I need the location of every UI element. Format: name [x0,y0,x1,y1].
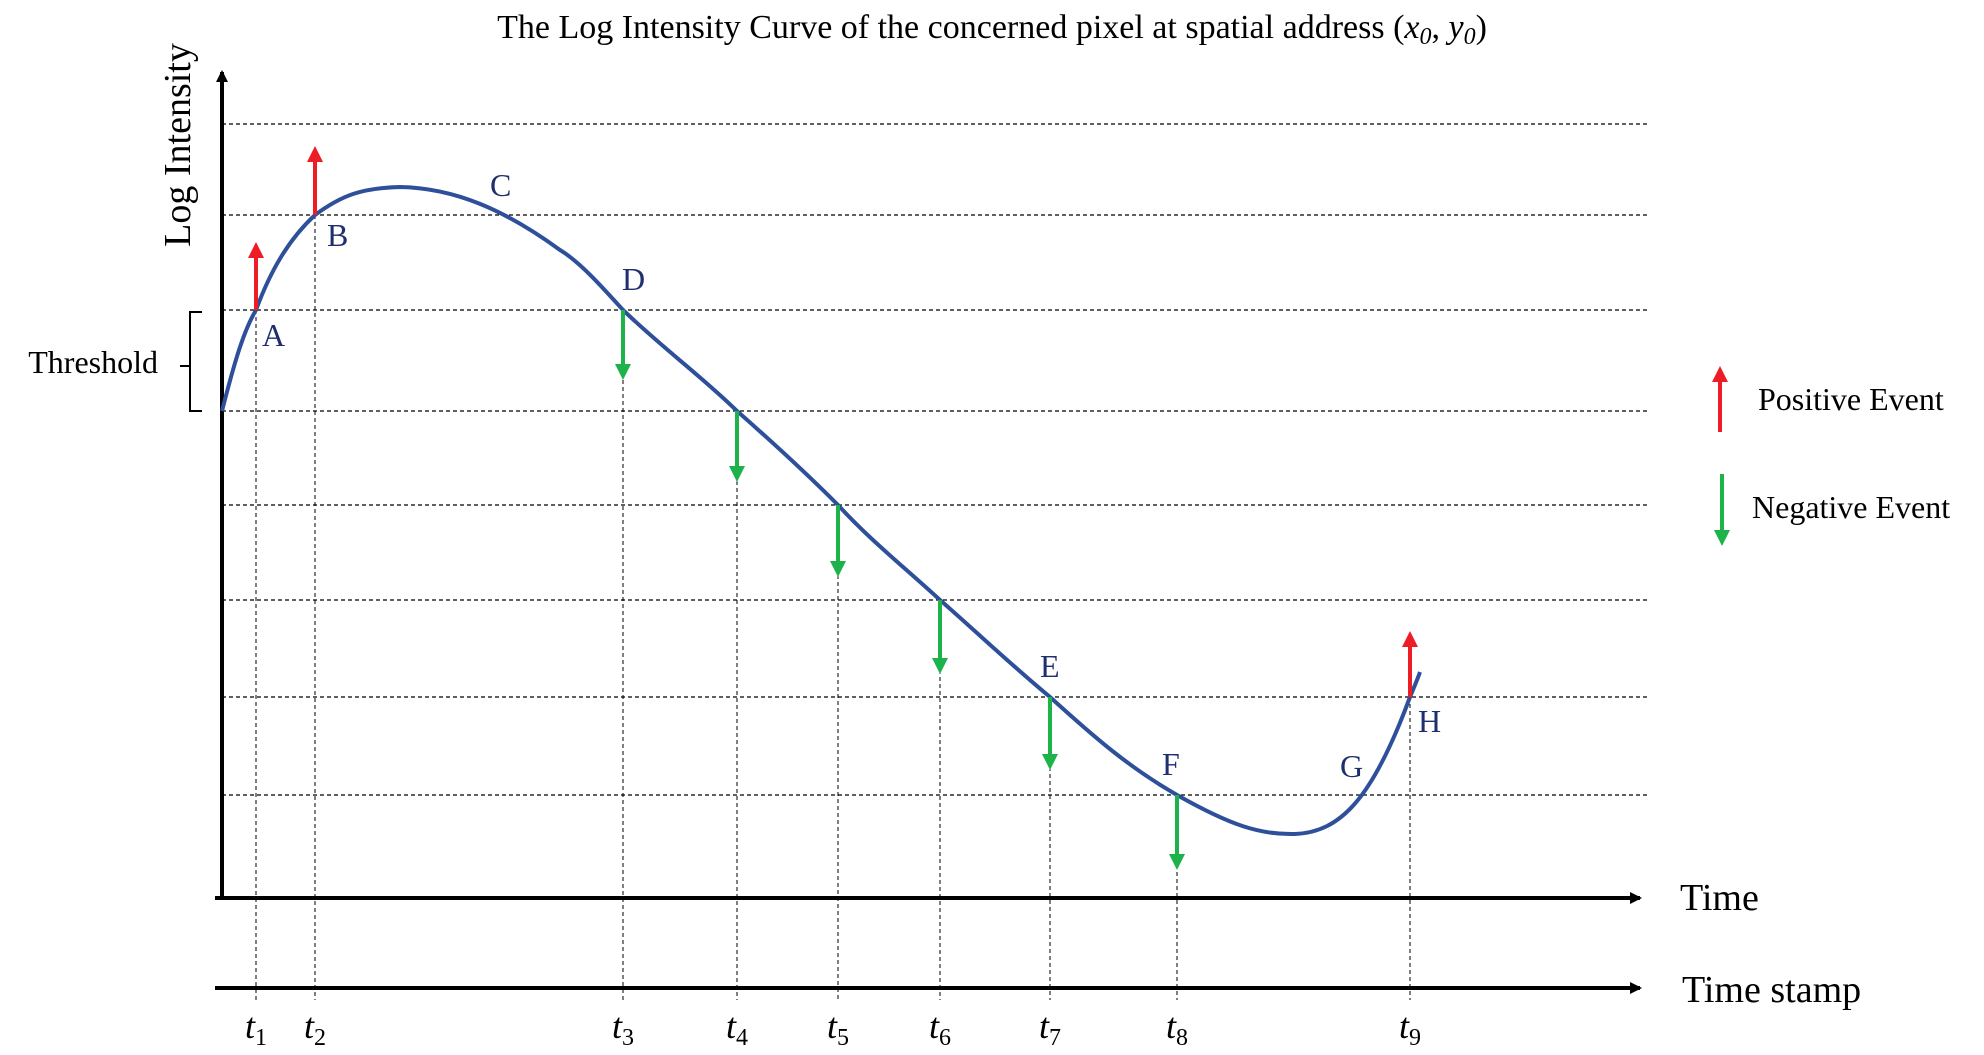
point-label-g: G [1340,748,1363,784]
timestamp-label-t5: t5 [827,1006,849,1050]
log-intensity-curve [220,184,1422,837]
legend: Positive Event Negative Event [1712,366,1950,546]
legend-positive-arrow-icon [1712,366,1728,432]
diagram-title: The Log Intensity Curve of the concerned… [497,9,1487,50]
timestamp-label-t3: t3 [612,1006,634,1050]
timestamp-label-t4: t4 [726,1006,748,1050]
negative-event-arrow-t3 [615,310,631,380]
point-label-e: E [1040,648,1060,684]
timestamp-label-t7: t7 [1039,1006,1061,1050]
curve-point-labels: A B C D E F G H [262,167,1441,784]
timestamp-label-t2: t2 [304,1006,326,1050]
point-label-f: F [1162,746,1180,782]
y-axis-label: Log Intensity [157,43,199,247]
threshold-levels [222,123,1650,796]
timestamp-label-t6: t6 [929,1006,951,1050]
point-label-a: A [262,317,285,353]
threshold-brace [180,311,202,412]
point-label-d: D [622,261,645,297]
legend-negative-label: Negative Event [1752,489,1950,525]
timestamp-labels: t1 t2 t3 t4 t5 t6 t7 t8 t9 [245,1006,1421,1051]
positive-event-arrow-t2 [307,146,323,215]
point-label-h: H [1418,703,1441,739]
positive-event-arrow-t9 [1402,631,1418,697]
timestamp-axis-label: Time stamp [1682,969,1861,1011]
point-label-c: C [490,167,511,203]
threshold-label: Threshold [28,344,158,380]
positive-event-arrow-t1 [248,242,264,310]
negative-event-arrow-t8 [1169,795,1185,870]
legend-negative-arrow-icon [1714,474,1730,546]
timestamp-label-t1: t1 [245,1006,267,1050]
negative-event-arrow-t7 [1042,697,1058,770]
timestamp-label-t9: t9 [1399,1006,1421,1050]
timestamp-guides [255,215,1411,1000]
negative-event-arrow-t6 [932,600,948,674]
timestamp-label-t8: t8 [1166,1006,1188,1050]
x-axis-label: Time [1680,877,1759,919]
event-arrows [248,146,1418,870]
negative-event-arrow-t5 [830,505,846,577]
negative-event-arrow-t4 [729,411,745,482]
point-label-b: B [327,217,348,253]
legend-positive-label: Positive Event [1758,381,1944,417]
